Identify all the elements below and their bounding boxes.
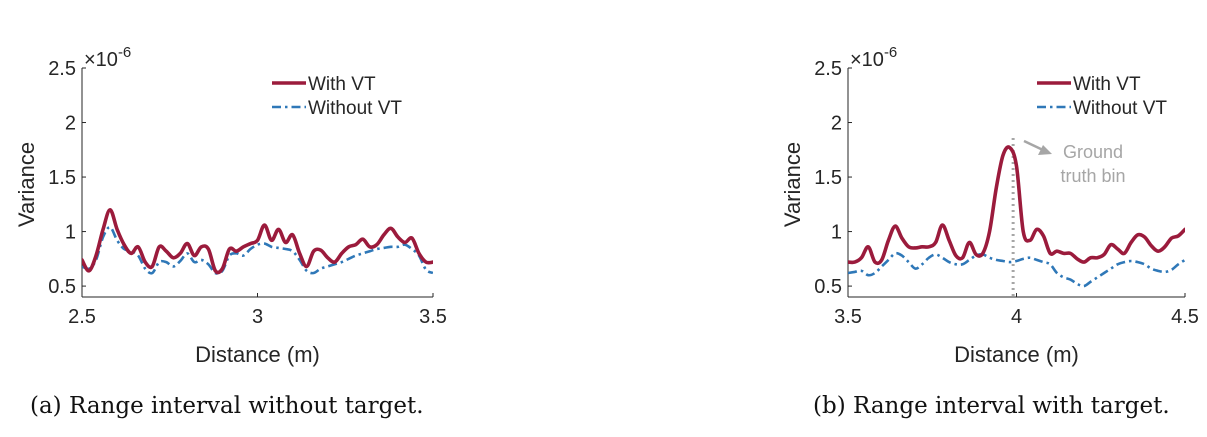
legend-label: Without VT (1073, 98, 1167, 119)
y-tick-label: 1.5 (814, 167, 842, 189)
y-tick-label: 2 (831, 113, 842, 135)
series-line-with-vt (82, 207, 433, 275)
figure-caption: (a) Range interval without target. (30, 393, 424, 419)
x-axis-title: Distance (m) (195, 342, 320, 367)
ground-truth-arrow-head (1038, 145, 1052, 155)
y-tick-label: 0.5 (48, 276, 76, 298)
legend-label: With VT (308, 74, 376, 95)
y-tick-label: 2.5 (48, 58, 76, 80)
series-line-without-vt (848, 251, 1185, 288)
x-axis-title: Distance (m) (954, 342, 1079, 367)
y-tick-label: 2 (65, 113, 76, 135)
ground-truth-label-line1: Ground (1063, 142, 1123, 162)
series-line-without-vt (82, 225, 433, 275)
y-tick-label: 1.5 (48, 167, 76, 189)
y-exponent-label: ×10-6 (84, 44, 131, 71)
chart-panel-a: 0.5 1 1.5 2 2.5 2.5 3 3.5 ×10-6 Distance (m) Varia… (14, 44, 447, 419)
ground-truth-label-line2: truth bin (1060, 166, 1125, 186)
y-exponent-label: ×10-6 (850, 44, 897, 71)
y-tick-label: 1 (65, 222, 76, 244)
y-tick-label: 0.5 (814, 276, 842, 298)
chart-panel-b: 0.5 1 1.5 2 2.5 3.5 4 4.5 ×10-6 Distance (m) Varia… (780, 44, 1199, 419)
y-axis-title: Variance (14, 142, 39, 227)
x-tick-label: 3.5 (419, 306, 447, 328)
y-axis-title: Variance (780, 142, 805, 227)
y-tick-label: 1 (831, 222, 842, 244)
x-tick-label: 3.5 (834, 306, 862, 328)
x-tick-label: 4 (1011, 306, 1022, 328)
y-tick-label: 2.5 (814, 58, 842, 80)
series-line-with-vt (848, 145, 1185, 266)
legend-label: Without VT (308, 98, 402, 119)
legend-label: With VT (1073, 74, 1141, 95)
x-tick-label: 4.5 (1171, 306, 1199, 328)
ground-truth-arrow-shaft (1023, 139, 1044, 152)
x-tick-label: 2.5 (68, 306, 96, 328)
figure-caption: (b) Range interval with target. (813, 393, 1170, 419)
x-tick-label: 3 (252, 306, 263, 328)
